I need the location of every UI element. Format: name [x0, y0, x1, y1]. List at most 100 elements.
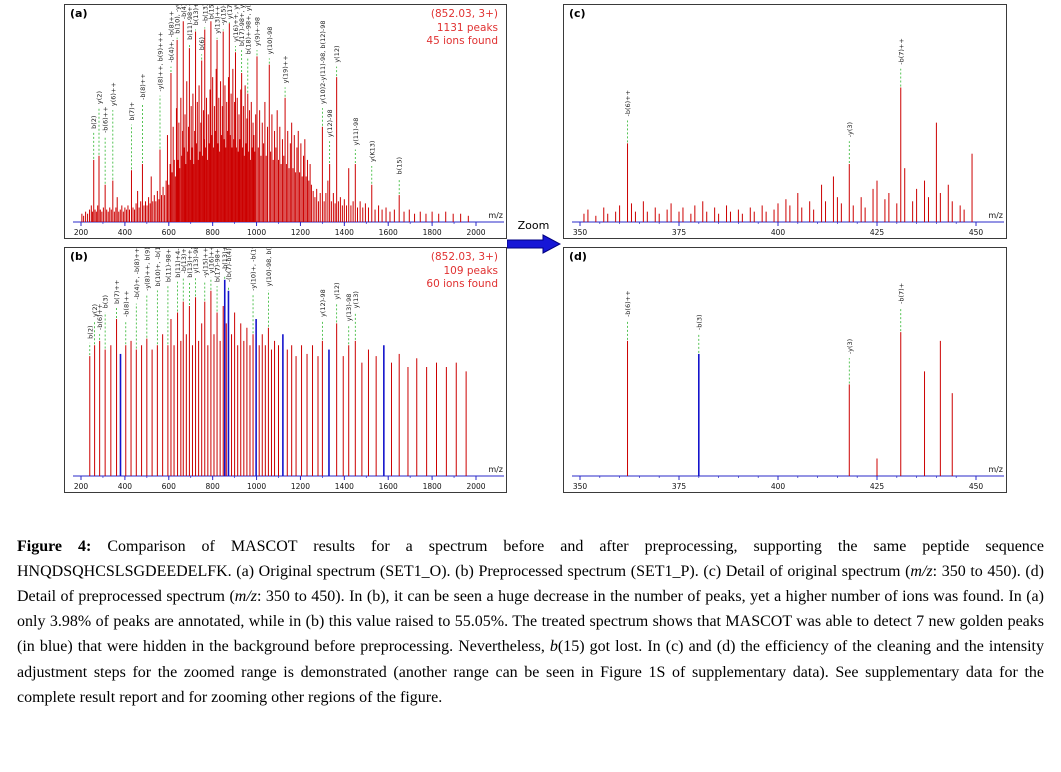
svg-text:b(15): b(15) — [396, 157, 404, 174]
svg-text:375: 375 — [672, 482, 687, 491]
svg-text:1200: 1200 — [291, 482, 310, 491]
svg-text:600: 600 — [162, 228, 177, 237]
svg-text:y(6)++: y(6)++ — [109, 82, 117, 106]
svg-text:800: 800 — [206, 482, 221, 491]
ions-found: 45 ions found — [426, 35, 498, 48]
svg-text:y(12): y(12) — [333, 45, 341, 62]
svg-text:m/z: m/z — [488, 211, 503, 220]
svg-text:y(12)-98: y(12)-98 — [319, 289, 327, 317]
svg-text:1600: 1600 — [379, 228, 398, 237]
svg-text:b(11)-98++, b(11): b(11)-98++, b(11) — [186, 5, 194, 40]
svg-text:-y(10)+, -b(19)+4: -y(10)+, -b(19)+4 — [250, 248, 258, 291]
svg-text:y(16)++, y0(15)++: y(16)++, y0(15)++ — [232, 5, 240, 42]
svg-text:b(10), -y(K10)++, b(12)++: b(10), -y(K10)++, b(12)++ — [174, 5, 182, 34]
svg-text:1200: 1200 — [291, 228, 310, 237]
svg-text:y(13): y(13) — [352, 291, 360, 308]
zoom-connector: Zoom — [504, 219, 563, 255]
svg-text:-b(8)++: -b(8)++ — [122, 290, 130, 317]
svg-text:600: 600 — [162, 482, 177, 491]
svg-text:-b(13)++, b0(13)++: -b(13)++, b0(13)++ — [201, 5, 209, 23]
svg-text:b(18)+-98+, y(9): b(18)+-98+, y(9) — [244, 5, 252, 54]
svg-text:-b(6)++: -b(6)++ — [624, 290, 632, 317]
svg-text:y(10)2-y(11)-98, b(12)-98: y(10)2-y(11)-98, b(12)-98 — [319, 20, 327, 104]
panel-label-c: (c) — [569, 7, 586, 20]
svg-text:m/z: m/z — [988, 211, 1003, 220]
spectrum-info-b: (852.03, 3+) 109 peaks 60 ions found — [426, 251, 498, 292]
peak-count: 109 peaks — [443, 264, 499, 277]
panel-label-a: (a) — [70, 7, 88, 20]
svg-text:b(11)-98++, -b(16): b(11)-98++, -b(16) — [164, 248, 172, 282]
precursor-info: (852.03, 3+) — [430, 251, 498, 263]
svg-text:-(b(7)-b(4))-98++: -(b(7)-b(4))-98++ — [225, 248, 233, 282]
svg-text:b(13)++, y(13): b(13)++, y(13) — [186, 248, 194, 278]
figure-caption: Figure 4: Comparison of MASCOT results f… — [17, 538, 1045, 706]
panel-label-d: (d) — [569, 250, 587, 263]
svg-text:b(7)++: b(7)++ — [113, 280, 121, 304]
svg-text:y(13)++, b0(13)++: y(13)++, b0(13)++ — [214, 5, 222, 34]
svg-text:200: 200 — [74, 482, 89, 491]
svg-text:450: 450 — [969, 482, 984, 491]
svg-text:1800: 1800 — [423, 228, 442, 237]
svg-text:b(6): b(6) — [198, 37, 206, 50]
svg-text:b(10)+, -b(18)+++: b(10)+, -b(18)+++ — [154, 248, 162, 287]
svg-text:y(2): y(2) — [95, 91, 103, 104]
svg-text:1400: 1400 — [335, 228, 354, 237]
svg-text:200: 200 — [74, 228, 89, 237]
svg-text:1000: 1000 — [247, 228, 266, 237]
svg-text:425: 425 — [870, 228, 885, 237]
svg-text:350: 350 — [573, 228, 588, 237]
svg-text:400: 400 — [771, 228, 786, 237]
svg-text:-y(15)++, -y(7): -y(15)++, -y(7) — [201, 248, 209, 278]
svg-text:-y(3): -y(3) — [846, 339, 854, 354]
spectrum-plot-d: 350 375 400 425 450 m/z -b(6)++ -b(3) -y(3) -b(7)… — [572, 283, 1004, 491]
svg-text:y(12): y(12) — [333, 282, 341, 299]
svg-text:y(10)-98: y(10)-98 — [266, 27, 274, 55]
svg-text:-b(6)++: -b(6)++ — [102, 106, 110, 133]
svg-text:400: 400 — [118, 228, 133, 237]
svg-text:m/z: m/z — [488, 465, 503, 474]
svg-text:b(7)+: b(7)+ — [128, 102, 136, 121]
svg-text:-b(7)+: -b(7)+ — [897, 283, 905, 304]
svg-text:-b(6)++: -b(6)++ — [96, 304, 104, 331]
svg-text:400: 400 — [118, 482, 133, 491]
svg-text:-b(4)+, -b(8)++: -b(4)+, -b(8)++ — [167, 11, 175, 63]
svg-text:y(12)-98: y(12)-98 — [326, 109, 334, 137]
zoom-label: Zoom — [517, 219, 550, 232]
svg-text:400: 400 — [771, 482, 786, 491]
svg-text:-y(3): -y(3) — [846, 122, 854, 137]
svg-text:y(13)-98: y(13)-98 — [345, 294, 353, 322]
svg-text:-b(13)++, b0(13)++: -b(13)++, b0(13)++ — [221, 248, 229, 271]
peak-count: 1131 peaks — [436, 21, 498, 34]
svg-text:y(13)-98++: y(13)-98++ — [192, 248, 200, 273]
svg-text:800: 800 — [206, 228, 221, 237]
svg-text:-b(4)+, -b(8)+++: -b(4)+, -b(8)+++ — [133, 248, 141, 300]
svg-text:b(13)++, b(13): b(13)++, b(13) — [192, 5, 200, 25]
spectrum-panel-d: (d) 350 375 400 425 450 m/z -b(6)++ -b(3) -y(3) -… — [563, 247, 1007, 493]
svg-text:2000: 2000 — [466, 228, 485, 237]
precursor-info: (852.03, 3+) — [430, 8, 498, 20]
svg-text:-b(4)+4-b(11): -b(4)+4-b(11) — [180, 5, 188, 19]
svg-text:y(11)-98: y(11)-98 — [352, 118, 360, 146]
svg-text:m/z: m/z — [988, 465, 1003, 474]
svg-text:1600: 1600 — [379, 482, 398, 491]
svg-text:y(16)++, y(15)-98: y(16)++, y(15)-98 — [207, 248, 215, 273]
svg-text:y(19)++: y(19)++ — [282, 55, 290, 83]
svg-text:425: 425 — [870, 482, 885, 491]
svg-text:-b(8)++: -b(8)++ — [139, 73, 147, 100]
spectrum-panel-b: (b) (852.03, 3+) 109 peaks 60 ions found… — [64, 247, 507, 493]
svg-text:1000: 1000 — [247, 482, 266, 491]
spectrum-panel-a: (a) (852.03, 3+) 1131 peaks 45 ions foun… — [64, 4, 507, 239]
svg-text:b(2): b(2) — [90, 116, 98, 129]
svg-text:b(3): b(3) — [102, 295, 110, 308]
svg-text:b(17)-98+, y0(9): b(17)-98+, y0(9) — [214, 248, 222, 282]
svg-text:y(10)-98, b(12)-98: y(10)-98, b(12)-98 — [265, 248, 273, 287]
spectrum-plot-c: 350 375 400 425 450 m/z -b(6)++ -y(3) -b(7)++ — [572, 38, 1004, 237]
svg-text:1400: 1400 — [335, 482, 354, 491]
svg-text:375: 375 — [672, 228, 687, 237]
svg-text:2000: 2000 — [466, 482, 485, 491]
svg-text:-b(7)++: -b(7)++ — [897, 38, 905, 65]
svg-text:-y(8)++, b(9)+++: -y(8)++, b(9)+++ — [157, 32, 165, 92]
svg-text:b(17)-98+, y(K10): b(17)-98+, y(K10) — [238, 5, 246, 46]
svg-text:350: 350 — [573, 482, 588, 491]
